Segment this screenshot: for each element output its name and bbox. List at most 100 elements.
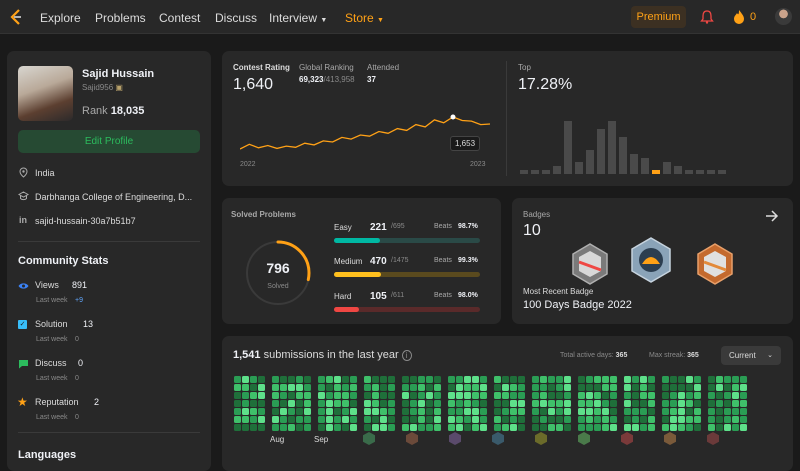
- heatmap-cell: [610, 400, 617, 407]
- heatmap-cell: [740, 400, 747, 407]
- heatmap-cell: [410, 392, 417, 399]
- nav-explore[interactable]: Explore: [40, 11, 81, 25]
- heatmap-cell: [502, 416, 509, 423]
- heatmap-cell: [296, 408, 303, 415]
- profile-linkedin[interactable]: sajid-hussain-30a7b51b7: [35, 216, 136, 226]
- leetcode-logo[interactable]: [8, 8, 24, 26]
- avatar[interactable]: [775, 8, 792, 25]
- rating-point-marker: [450, 114, 456, 120]
- heatmap-cell: [708, 424, 715, 431]
- info-icon[interactable]: i: [401, 350, 412, 361]
- heatmap-cell: [670, 376, 677, 383]
- heatmap-cell: [318, 376, 325, 383]
- easy-bar-track: [334, 238, 480, 243]
- heatmap-cell: [732, 400, 739, 407]
- heatmap-cell: [350, 392, 357, 399]
- heatmap-cell: [418, 424, 425, 431]
- languages-title: Languages: [18, 449, 77, 461]
- heatmap-cell: [434, 424, 441, 431]
- heatmap-cell: [732, 384, 739, 391]
- heatmap-cell: [448, 416, 455, 423]
- stat-value: 891: [72, 280, 88, 290]
- stat-week-label: Last week: [36, 414, 68, 421]
- heatmap-cell: [724, 384, 731, 391]
- bell-icon[interactable]: [700, 10, 714, 24]
- heatmap-cell: [694, 384, 701, 391]
- monthly-badge-icon[interactable]: [449, 432, 461, 445]
- premium-button[interactable]: Premium: [631, 6, 686, 28]
- heatmap-cell: [686, 392, 693, 399]
- heatmap-cell: [510, 376, 517, 383]
- heatmap-cell: [502, 384, 509, 391]
- check-square-icon: ✓: [18, 320, 27, 329]
- heatmap-cell: [732, 408, 739, 415]
- heatmap-cell: [258, 392, 265, 399]
- heatmap-cell: [540, 376, 547, 383]
- heatmap-cell: [624, 408, 631, 415]
- heatmap-cell: [372, 376, 379, 383]
- heatmap-cell: [708, 384, 715, 391]
- badge-50-days-icon[interactable]: [570, 242, 610, 286]
- heatmap-cell: [258, 424, 265, 431]
- heatmap-cell: [640, 416, 647, 423]
- rating-line-chart[interactable]: [240, 113, 490, 153]
- heatmap-cell: [280, 400, 287, 407]
- year-select[interactable]: Current ⌄: [721, 346, 781, 365]
- nav-store[interactable]: Store ▼: [345, 11, 384, 25]
- heatmap-cell: [670, 424, 677, 431]
- heatmap-cell: [648, 400, 655, 407]
- heatmap-cell: [364, 400, 371, 407]
- badges-title: Badges: [523, 210, 551, 219]
- monthly-badge-icon[interactable]: [578, 432, 590, 445]
- badge-100-days-icon[interactable]: [695, 242, 735, 286]
- nav-contest[interactable]: Contest: [159, 11, 201, 25]
- heatmap-cell: [334, 416, 341, 423]
- heatmap-cell: [540, 384, 547, 391]
- heatmap-cell: [364, 392, 371, 399]
- heatmap-cell: [578, 392, 585, 399]
- heatmap-cell: [502, 376, 509, 383]
- stat-week-label: Last week: [36, 375, 68, 382]
- monthly-badge-icon[interactable]: [535, 432, 547, 445]
- monthly-badge-icon[interactable]: [707, 432, 719, 445]
- difficulty-total: /695: [391, 223, 405, 230]
- heatmap-cell: [326, 408, 333, 415]
- heatmap-cell: [448, 408, 455, 415]
- arrow-right-icon[interactable]: [765, 210, 779, 222]
- heatmap-cell: [480, 376, 487, 383]
- histogram-bar: [641, 157, 649, 174]
- active-days-value: 365: [615, 352, 628, 359]
- heatmap-cell: [740, 408, 747, 415]
- heatmap-cell: [272, 384, 279, 391]
- nav-problems[interactable]: Problems: [95, 11, 146, 25]
- monthly-badge-icon[interactable]: [363, 432, 375, 445]
- heatmap-cell: [480, 384, 487, 391]
- heatmap-cell: [418, 416, 425, 423]
- heatmap-cell: [648, 376, 655, 383]
- nav-interview[interactable]: Interview ▼: [269, 11, 327, 25]
- monthly-badge-icon[interactable]: [492, 432, 504, 445]
- heatmap-cell: [632, 408, 639, 415]
- fire-icon[interactable]: [733, 9, 745, 24]
- heatmap-cell: [678, 400, 685, 407]
- heatmap-cell: [464, 416, 471, 423]
- heatmap-cell: [586, 416, 593, 423]
- heatmap-cell: [372, 424, 379, 431]
- heatmap-cell: [640, 392, 647, 399]
- heatmap-cell: [434, 392, 441, 399]
- monthly-badge-icon[interactable]: [406, 432, 418, 445]
- linkedin-icon: in: [19, 215, 27, 225]
- attended-label: Attended: [367, 63, 400, 72]
- top-percentage: 17.28%: [518, 76, 573, 93]
- nav-discuss[interactable]: Discuss: [215, 11, 258, 25]
- edit-profile-button[interactable]: Edit Profile: [18, 130, 200, 153]
- heatmap-cell: [388, 384, 395, 391]
- stat-delta: 0: [75, 336, 79, 343]
- heatmap-cell: [372, 384, 379, 391]
- month-label-aug: Aug: [270, 435, 285, 444]
- badge-knight-icon[interactable]: [629, 236, 673, 284]
- rating-histogram[interactable]: [520, 106, 780, 174]
- monthly-badge-icon[interactable]: [664, 432, 676, 445]
- heatmap-cell: [556, 408, 563, 415]
- monthly-badge-icon[interactable]: [621, 432, 633, 445]
